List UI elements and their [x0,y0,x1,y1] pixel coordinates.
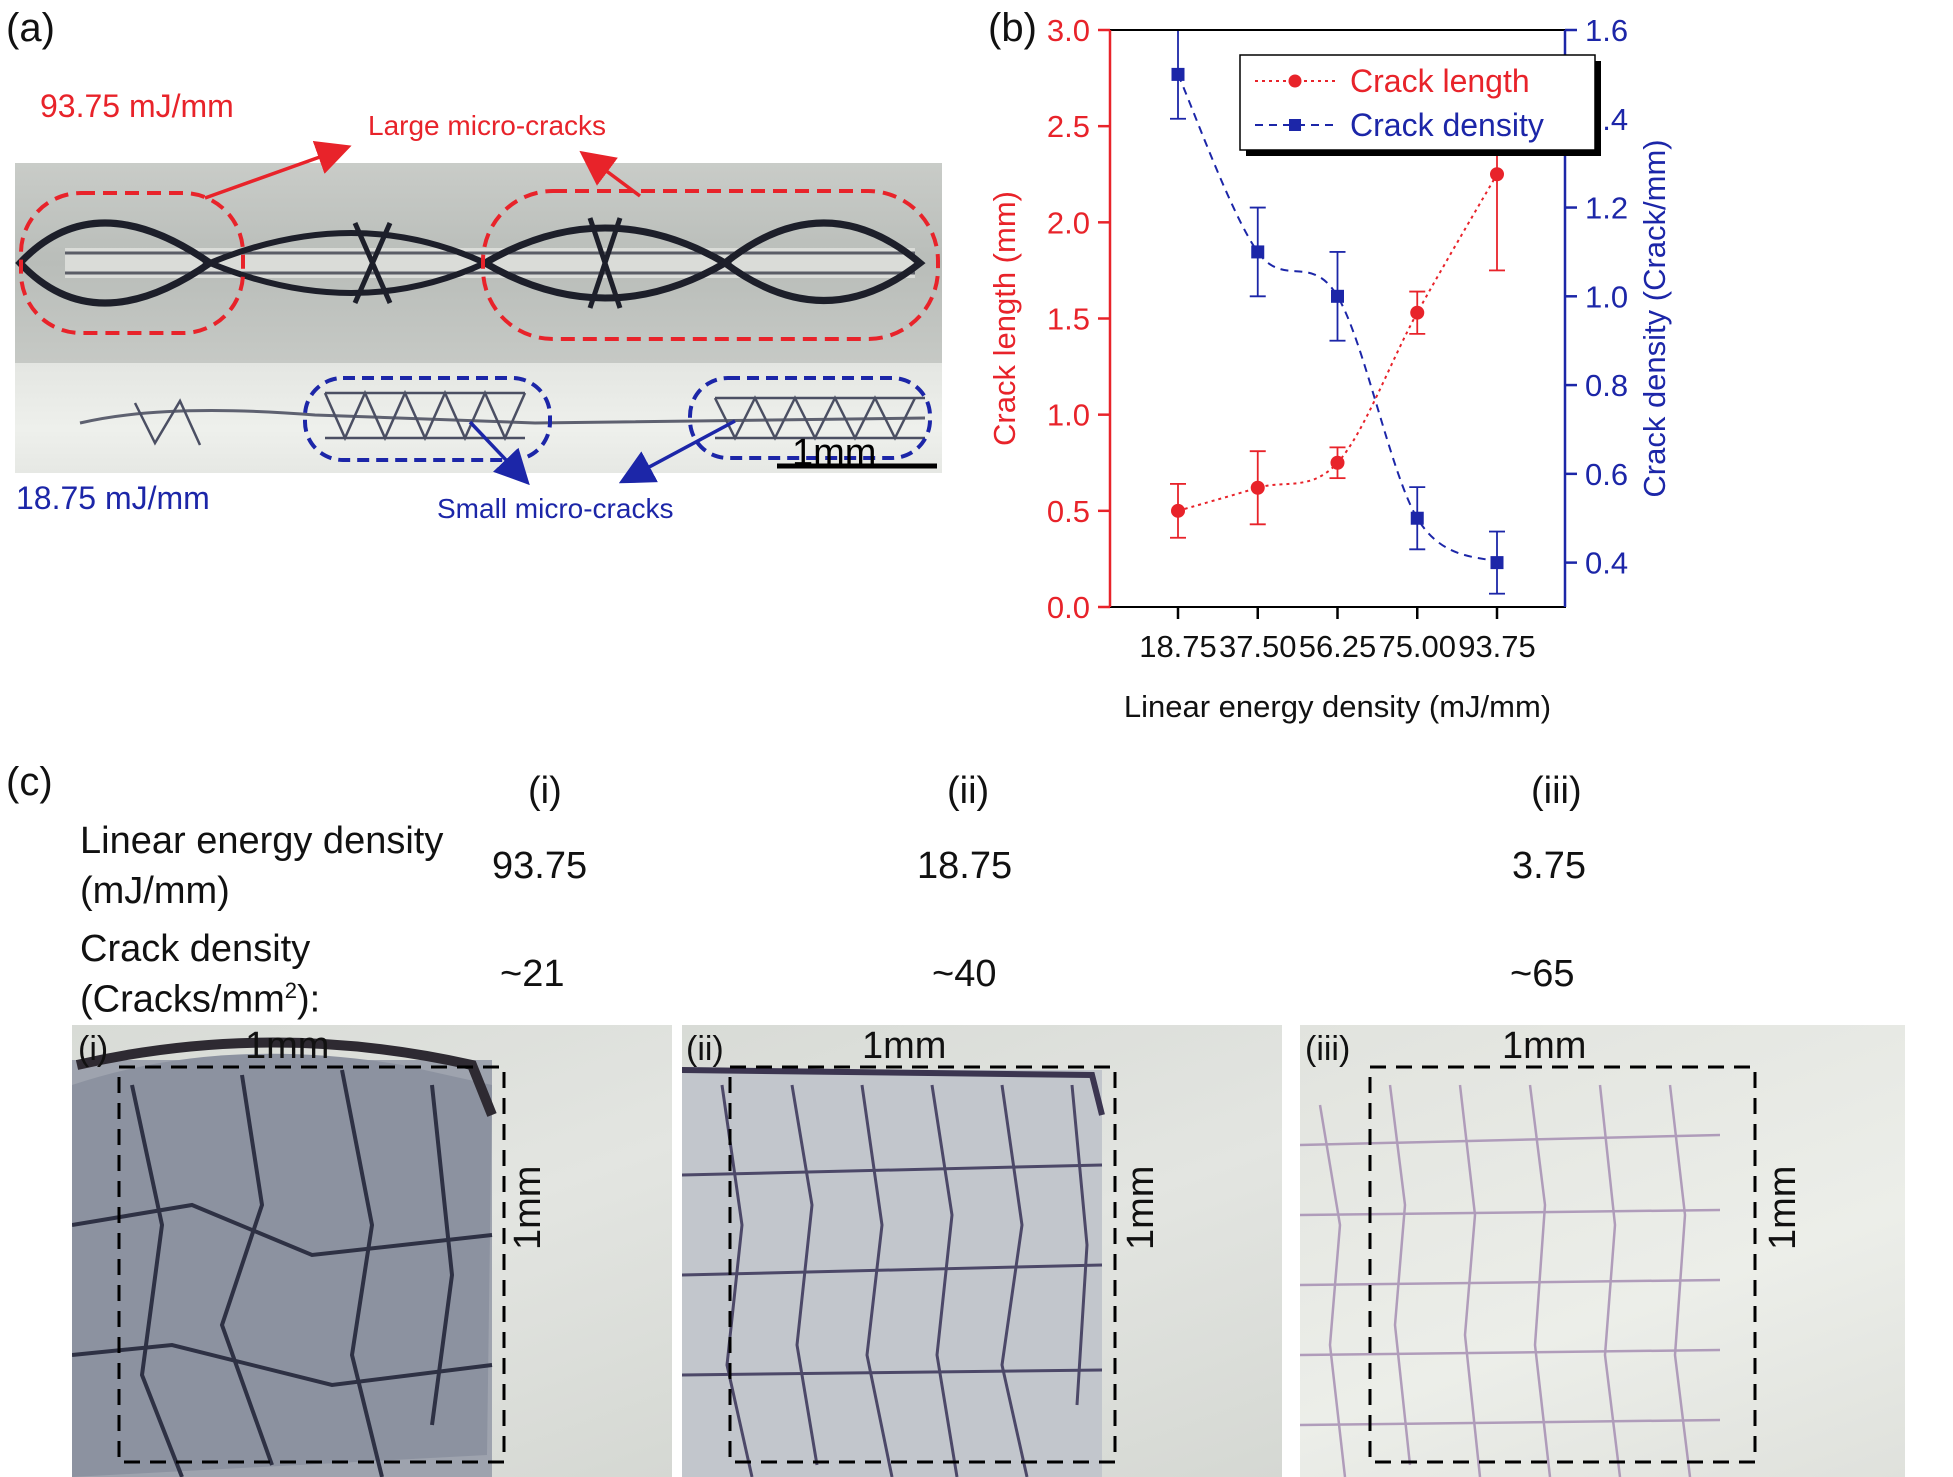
micrograph-iii [1300,1025,1905,1477]
data-point-crack-density [1251,245,1265,259]
left-tick-label: 0.5 [1047,494,1090,529]
energy-value-iii: 3.75 [1512,845,1586,887]
energy-value-i: 93.75 [492,845,588,887]
col-label-ii: (ii) [947,770,990,812]
data-point-crack-density [1410,511,1424,525]
high-energy-label: 93.75 mJ/mm [40,88,234,124]
micrograph-low-energy [15,363,942,473]
data-point-crack-density [1171,67,1185,81]
panel-a-arrows [204,140,736,486]
density-value-i: ~21 [500,953,565,995]
x-tick-label: 56.25 [1299,629,1377,664]
image-tag-ii: (ii) [686,1030,724,1068]
width-label-i: 1mm [245,1025,330,1067]
left-tick-label: 1.5 [1047,302,1090,337]
image-tag-iii: (iii) [1305,1030,1351,1068]
micrograph-ii [682,1025,1282,1477]
panel-b-label: (b) [988,6,1037,50]
left-tick-label: 2.5 [1047,109,1090,144]
width-label-iii: 1mm [1502,1025,1587,1067]
data-point-crack-density [1490,556,1504,570]
right-tick-label: 0.8 [1585,368,1628,403]
legend-box [1239,54,1596,151]
legend-label: Crack density [1350,107,1544,143]
panel-a-label: (a) [6,6,55,50]
density-unit-pre: (Cracks/mm [80,978,285,1021]
right-tick-label: 0.6 [1585,457,1628,492]
crack-chart: 0.00.51.01.52.02.53.00.40.60.81.01.21.41… [987,13,1672,724]
image-tag-i: (i) [78,1030,109,1068]
series-line-2 [1177,73,1498,564]
legend-marker [1288,74,1302,88]
legend-marker [1289,119,1301,131]
low-energy-label: 18.75 mJ/mm [16,480,210,516]
col-label-i: (i) [528,770,562,812]
height-label-ii: 1mm [1120,1165,1162,1250]
left-tick-label: 0.0 [1047,590,1090,625]
width-label-ii: 1mm [862,1025,947,1067]
row-energy-label-line2: (mJ/mm) [80,870,230,912]
right-tick-label: 1.6 [1585,13,1628,48]
height-label-iii: 1mm [1762,1165,1804,1250]
left-axis-label: Crack length (mm) [987,191,1022,446]
x-axis-label: Linear energy density (mJ/mm) [1124,689,1551,724]
large-cracks-label: Large micro-cracks [368,110,607,141]
density-unit-post: ): [297,978,321,1021]
row-density-label-line2: (Cracks/mm2): [80,978,320,1022]
energy-value-ii: 18.75 [917,845,1013,887]
density-unit-sup: 2 [284,978,298,1003]
micrograph-i [72,1025,672,1477]
data-point-crack-length [1410,305,1425,320]
micrograph-high-energy [15,163,942,363]
x-tick-label: 93.75 [1458,629,1536,664]
col-label-iii: (iii) [1531,770,1582,812]
data-point-crack-length [1171,503,1185,518]
small-cracks-label: Small micro-cracks [437,493,674,524]
panel-c-label: (c) [6,760,53,804]
row-density-label-line1: Crack density [80,928,311,970]
right-axis-label: Crack density (Crack/mm) [1637,139,1672,497]
right-tick-label: 0.4 [1585,546,1628,581]
height-label-i: 1mm [507,1165,549,1250]
scale-bar-label: 1mm [792,432,877,474]
data-point-crack-length [1250,480,1265,495]
data-point-crack-length [1490,167,1504,182]
x-tick-label: 75.00 [1378,629,1456,664]
data-point-crack-length [1330,455,1345,470]
density-value-ii: ~40 [932,953,997,995]
legend-label: Crack length [1350,63,1530,99]
x-tick-label: 37.50 [1219,629,1297,664]
right-tick-label: 1.2 [1585,191,1628,226]
right-tick-label: 1.0 [1585,279,1628,314]
row-energy-label-line1: Linear energy density [80,820,444,862]
x-tick-label: 18.75 [1139,629,1217,664]
left-tick-label: 1.0 [1047,398,1090,433]
left-tick-label: 3.0 [1047,13,1090,48]
data-point-crack-density [1331,289,1344,303]
series-line-1 [1177,173,1498,512]
left-tick-label: 2.0 [1047,205,1090,240]
density-value-iii: ~65 [1510,953,1575,995]
